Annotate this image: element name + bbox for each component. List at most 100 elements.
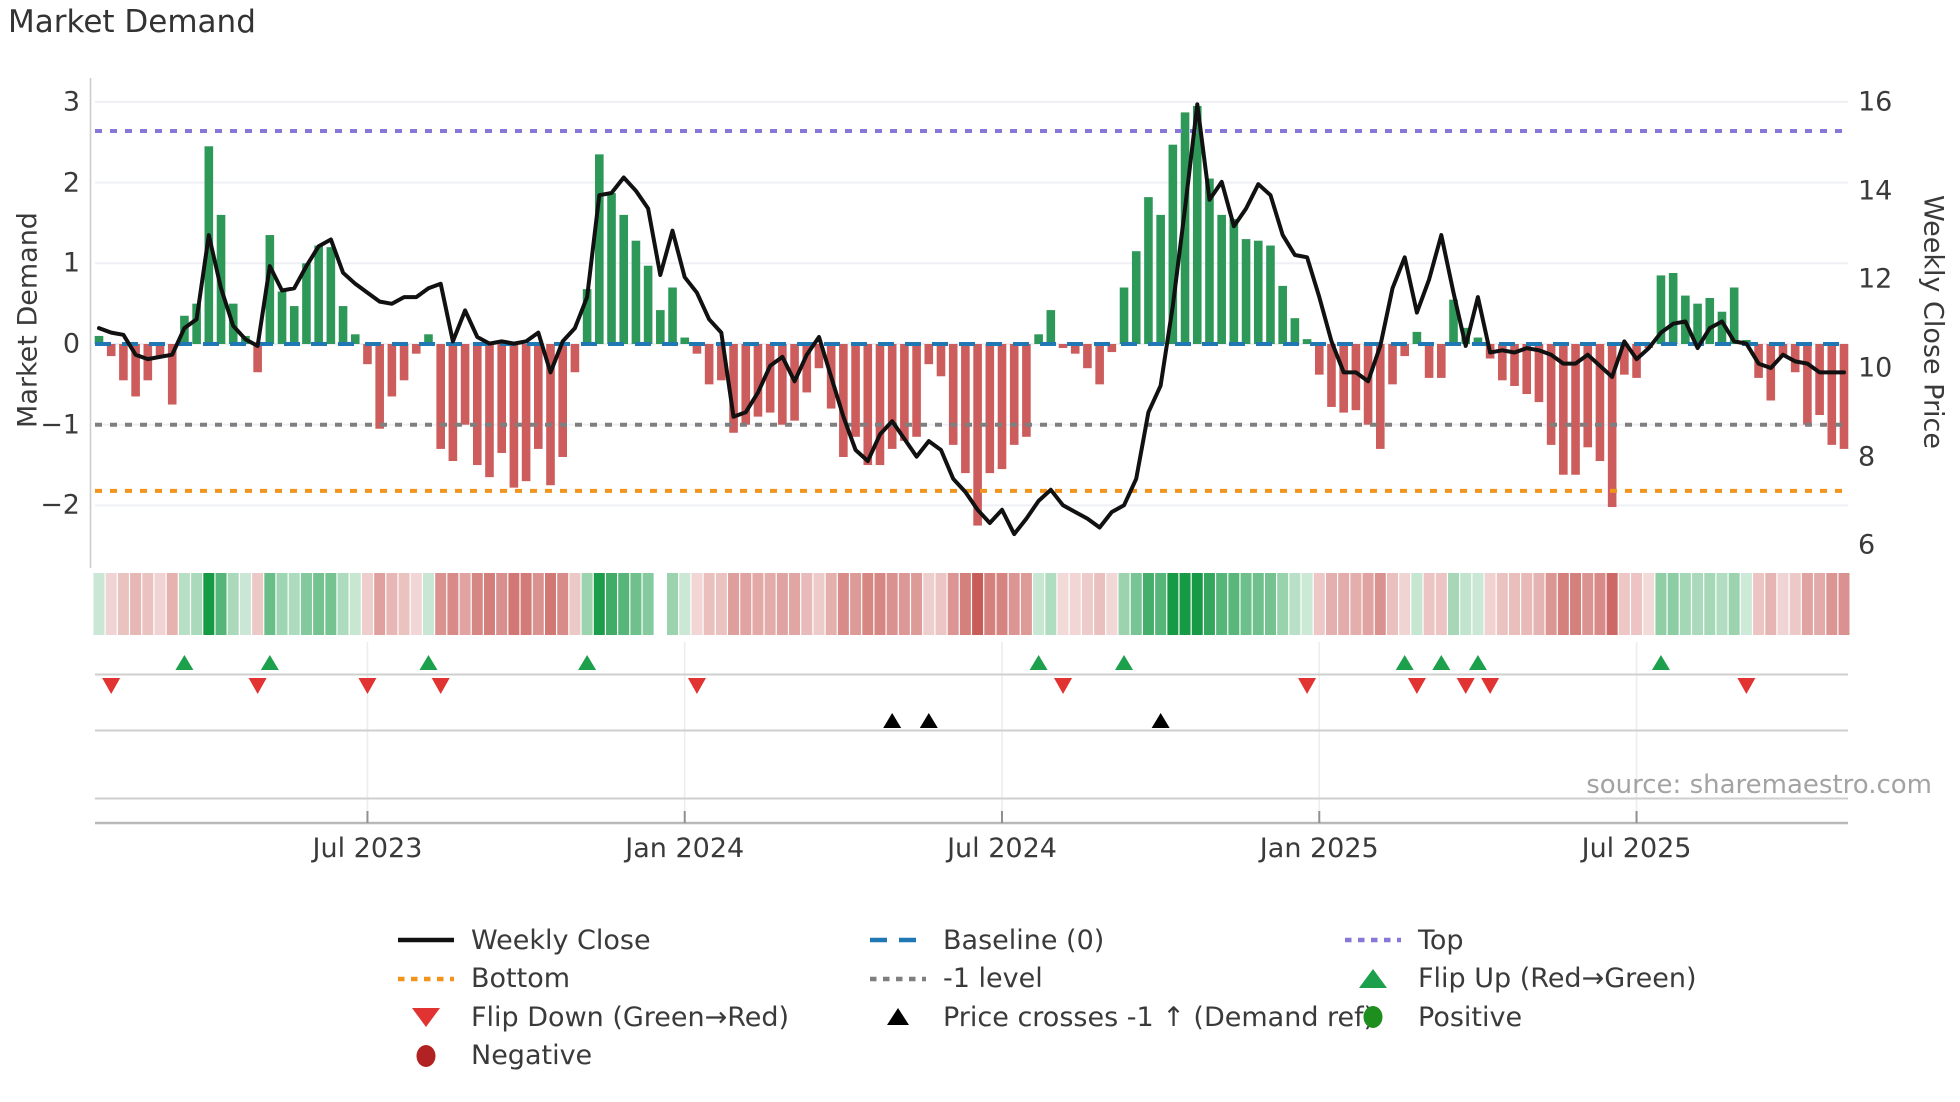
heatmap-cell bbox=[252, 573, 264, 635]
heatmap-cell bbox=[1838, 573, 1850, 635]
heatmap-cell bbox=[764, 573, 776, 635]
heatmap-cell bbox=[1521, 573, 1533, 635]
heatmap-cell bbox=[276, 573, 288, 635]
flip-down-markers bbox=[102, 678, 1756, 694]
heatmap-cell bbox=[191, 573, 203, 635]
flip-down-marker bbox=[1481, 678, 1500, 694]
heatmap-cell bbox=[813, 573, 825, 635]
heatmap-cell bbox=[618, 573, 630, 635]
price-cross-marker bbox=[919, 713, 938, 728]
heatmap-cell bbox=[447, 573, 459, 635]
heatmap-cell bbox=[1033, 573, 1045, 635]
demand-bar bbox=[961, 344, 970, 474]
demand-bar bbox=[1083, 344, 1092, 369]
demand-bar bbox=[314, 245, 323, 344]
heatmap-cell bbox=[1545, 573, 1557, 635]
demand-bar bbox=[1363, 344, 1373, 425]
left-tick-label: 2 bbox=[62, 167, 80, 199]
demand-bar bbox=[1790, 344, 1800, 373]
heatmap-cell bbox=[667, 573, 679, 635]
demand-bar bbox=[997, 344, 1007, 470]
heatmap-cell bbox=[496, 573, 508, 635]
heatmap-cell bbox=[947, 573, 959, 635]
circle-darkred-icon bbox=[416, 1044, 436, 1067]
heatmap-cell bbox=[728, 573, 740, 635]
demand-bar bbox=[1217, 214, 1226, 344]
heatmap-cell bbox=[1826, 573, 1838, 635]
flip-up-marker bbox=[1395, 655, 1414, 670]
heatmap-cell bbox=[825, 573, 837, 635]
heatmap-cell bbox=[606, 573, 618, 635]
heatmap-cell bbox=[1716, 573, 1728, 635]
heatmap-cell bbox=[911, 573, 923, 635]
heatmap-cell bbox=[105, 573, 117, 635]
heatmap-cell bbox=[1557, 573, 1569, 635]
heatmap-cell bbox=[288, 573, 300, 635]
heatmap-cell bbox=[996, 573, 1008, 635]
heatmap-cell bbox=[178, 573, 190, 635]
demand-bar bbox=[1290, 318, 1300, 344]
heatmap-cell bbox=[1252, 573, 1264, 635]
demand-bar bbox=[863, 344, 873, 466]
demand-bar bbox=[875, 344, 885, 466]
demand-bar bbox=[534, 344, 543, 449]
heatmap-cell bbox=[227, 573, 239, 635]
legend-item-label: Flip Down (Green→Red) bbox=[471, 1001, 790, 1033]
demand-bar bbox=[924, 344, 934, 365]
flip-up-marker bbox=[1468, 655, 1487, 670]
demand-bar bbox=[1095, 344, 1104, 385]
demand-bar bbox=[472, 344, 482, 466]
heatmap-cell bbox=[1448, 573, 1460, 635]
demand-bar bbox=[1192, 105, 1202, 344]
demand-bar bbox=[216, 214, 226, 344]
right-tick-label: 16 bbox=[1858, 86, 1893, 118]
demand-bar bbox=[1205, 178, 1214, 344]
flip-up-marker bbox=[175, 655, 194, 670]
price-cross-marker bbox=[1151, 713, 1170, 728]
demand-bar bbox=[1119, 287, 1129, 344]
heatmap-cell bbox=[459, 573, 471, 635]
flip-down-marker bbox=[102, 678, 121, 694]
left-tick-label: 3 bbox=[62, 86, 80, 118]
tri-up-green-icon bbox=[1359, 968, 1387, 988]
demand-bar bbox=[289, 306, 299, 344]
left-axis-label: Market Demand bbox=[12, 212, 44, 428]
demand-bar bbox=[1351, 344, 1361, 411]
legend-item-label: Top bbox=[1418, 924, 1464, 956]
heatmap-cell bbox=[1045, 573, 1057, 635]
demand-bar bbox=[1595, 344, 1605, 462]
demand-bar bbox=[1437, 344, 1446, 378]
legend-item-label: Flip Up (Red→Green) bbox=[1418, 963, 1697, 994]
heatmap-cell bbox=[154, 573, 166, 635]
demand-bar bbox=[460, 344, 470, 425]
demand-bar bbox=[1375, 344, 1385, 449]
right-axis-label: Weekly Close Price bbox=[1917, 194, 1949, 450]
right-tick-label: 10 bbox=[1858, 352, 1893, 384]
heatmap-cell bbox=[1057, 573, 1069, 635]
demand-bar bbox=[1705, 298, 1715, 344]
heatmap-cell bbox=[1167, 573, 1179, 635]
demand-bar bbox=[1510, 344, 1519, 386]
demand-bar bbox=[1546, 344, 1556, 445]
heatmap-cell bbox=[1203, 573, 1215, 635]
demand-bar bbox=[570, 344, 580, 373]
demand-bar bbox=[497, 344, 506, 453]
demand-bar bbox=[680, 337, 690, 344]
heatmap-cell bbox=[1814, 573, 1826, 635]
flip-up-marker bbox=[1651, 655, 1670, 670]
demand-bar bbox=[1058, 344, 1068, 349]
heatmap-cell bbox=[1106, 573, 1118, 635]
demand-bar bbox=[1339, 344, 1348, 413]
demand-bar bbox=[277, 291, 287, 344]
demand-bar bbox=[521, 344, 531, 482]
legend-item: Bottom bbox=[395, 963, 570, 995]
demand-bar bbox=[1473, 337, 1483, 344]
heatmap-cell bbox=[1496, 573, 1508, 635]
heatmap-cell bbox=[984, 573, 996, 635]
heatmap-cell bbox=[471, 573, 483, 635]
demand-bar bbox=[1498, 344, 1507, 381]
demand-bar bbox=[119, 344, 128, 381]
heatmap-cell bbox=[1399, 573, 1411, 635]
demand-bar bbox=[851, 344, 860, 437]
